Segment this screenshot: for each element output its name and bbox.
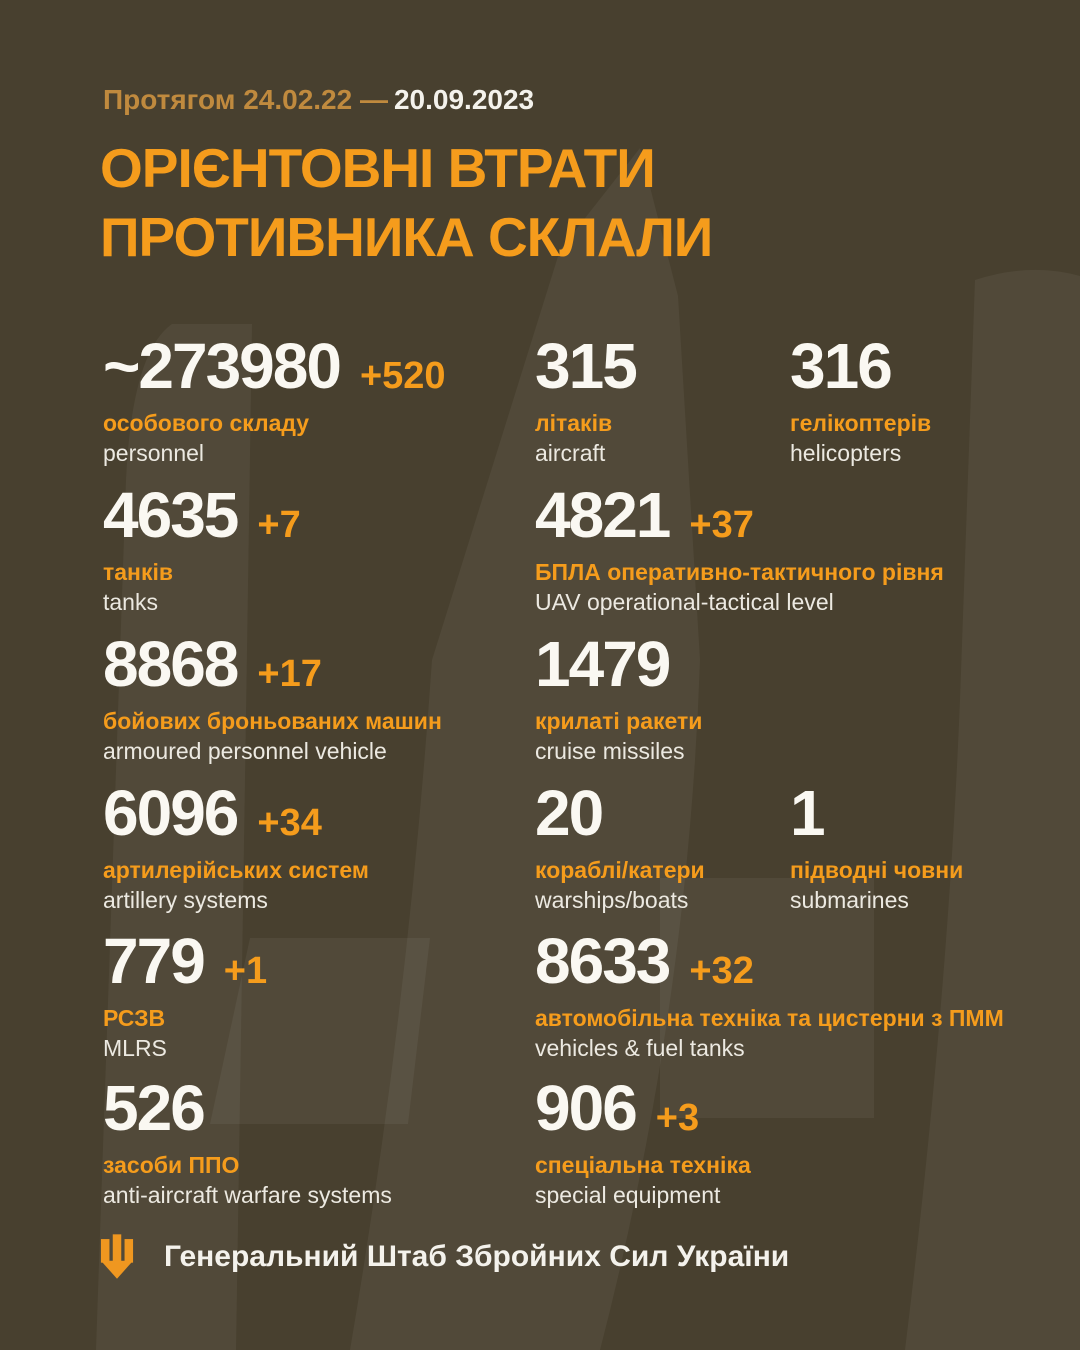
stat-label-en: warships/boats xyxy=(535,887,689,913)
stat-vehicles: 8633 +32 автомобільна техніка та цистерн… xyxy=(535,929,1004,1062)
stat-delta: +3 xyxy=(655,1097,700,1139)
stat-value: 316 xyxy=(790,330,893,402)
stat-delta: +34 xyxy=(257,802,322,844)
stat-label-uk: кораблі/катери xyxy=(535,857,705,883)
stat-label-en: helicopters xyxy=(790,440,902,466)
stat-personnel: ~273980 +520 особового складу personnel xyxy=(103,334,446,467)
stat-cruise-missiles: 1479 крилаті ракети cruise missiles xyxy=(535,632,702,765)
stat-label-uk: автомобільна техніка та цистерни з ПММ xyxy=(535,1005,1004,1031)
stat-label-uk: БПЛА оперативно-тактичного рівня xyxy=(535,559,944,585)
stat-value: 526 xyxy=(103,1072,206,1144)
stat-helicopters: 316 гелікоптерів helicopters xyxy=(790,334,931,467)
stat-delta: +520 xyxy=(359,355,446,397)
stat-delta: +32 xyxy=(689,950,754,992)
stat-value: 20 xyxy=(535,777,604,849)
stat-value: 1 xyxy=(790,777,826,849)
stat-submarines: 1 підводні човни submarines xyxy=(790,781,963,914)
stat-label-en: cruise missiles xyxy=(535,738,685,764)
stat-label-uk: засоби ППО xyxy=(103,1152,240,1178)
stat-label-uk: РСЗВ xyxy=(103,1005,166,1031)
stat-artillery: 6096 +34 артилерійських систем artillery… xyxy=(103,781,369,914)
stat-label-en: vehicles & fuel tanks xyxy=(535,1035,745,1061)
stat-label-uk: підводні човни xyxy=(790,857,964,883)
stat-mlrs: 779 +1 РСЗВ MLRS xyxy=(103,929,267,1062)
stat-label-en: UAV operational-tactical level xyxy=(535,589,834,615)
stat-label-en: anti-aircraft warfare systems xyxy=(103,1182,392,1208)
stat-label-en: submarines xyxy=(790,887,909,913)
stat-label-en: armoured personnel vehicle xyxy=(103,738,387,764)
stat-label-uk: літаків xyxy=(535,410,613,436)
stat-label-uk: бойових броньованих машин xyxy=(103,708,442,734)
stat-label-uk: особового складу xyxy=(103,410,310,436)
stat-label-en: personnel xyxy=(103,440,205,466)
stat-value: 779 xyxy=(103,925,206,997)
general-staff-label: Генеральний Штаб Збройних Сил України xyxy=(164,1240,790,1273)
trident-icon xyxy=(100,1234,134,1279)
stat-uav: 4821 +37 БПЛА оперативно-тактичного рівн… xyxy=(535,483,944,616)
report-period: Протягом 24.02.22 —20.09.2023 xyxy=(103,84,534,116)
stat-aircraft: 315 літаків aircraft xyxy=(535,334,656,467)
stat-label-en: aircraft xyxy=(535,440,606,466)
stat-label-uk: гелікоптерів xyxy=(790,410,932,436)
stat-label-uk: танків xyxy=(103,559,173,585)
stat-value: 315 xyxy=(535,330,638,402)
stat-label-en: special equipment xyxy=(535,1182,721,1208)
stat-label-uk: спеціальна техніка xyxy=(535,1152,751,1178)
stat-value: 1479 xyxy=(535,628,671,700)
stat-apv: 8868 +17 бойових броньованих машин armou… xyxy=(103,632,442,765)
stat-delta: +1 xyxy=(223,950,268,992)
stat-tanks: 4635 +7 танків tanks xyxy=(103,483,301,616)
report-date: 20.09.2023 xyxy=(393,84,535,115)
stat-delta: +37 xyxy=(689,504,754,546)
stat-value: 8633 xyxy=(535,925,671,997)
stat-label-en: artillery systems xyxy=(103,887,268,913)
period-prefix: Протягом 24.02.22 — xyxy=(103,84,388,115)
stat-value: 906 xyxy=(535,1072,638,1144)
footer: Генеральний Штаб Збройних Сил України xyxy=(100,1234,789,1280)
title-line-1: ОРІЄНТОВНІ ВТРАТИ xyxy=(100,137,656,199)
stat-label-en: tanks xyxy=(103,589,158,615)
stat-anti-aircraft: 526 засоби ППО anti-aircraft warfare sys… xyxy=(103,1076,392,1209)
stat-special-equipment: 906 +3 спеціальна техніка special equipm… xyxy=(535,1076,751,1209)
stat-delta: +17 xyxy=(257,653,322,695)
stat-label-en: MLRS xyxy=(103,1035,167,1061)
stat-value: 4821 xyxy=(535,479,671,551)
stat-value: 8868 xyxy=(103,628,239,700)
stat-value: ~273980 xyxy=(103,330,342,402)
stat-value: 4635 xyxy=(103,479,239,551)
stat-warships: 20 кораблі/катери warships/boats xyxy=(535,781,705,914)
title-line-2: ПРОТИВНИКА СКЛАЛИ xyxy=(100,205,713,268)
stat-delta: +7 xyxy=(257,504,301,546)
stat-label-uk: крилаті ракети xyxy=(535,708,703,734)
stat-value: 6096 xyxy=(103,777,239,849)
stat-label-uk: артилерійських систем xyxy=(103,857,369,883)
page-title: ОРІЄНТОВНІ ВТРАТИ ПРОТИВНИКА СКЛАЛИ xyxy=(100,134,713,272)
